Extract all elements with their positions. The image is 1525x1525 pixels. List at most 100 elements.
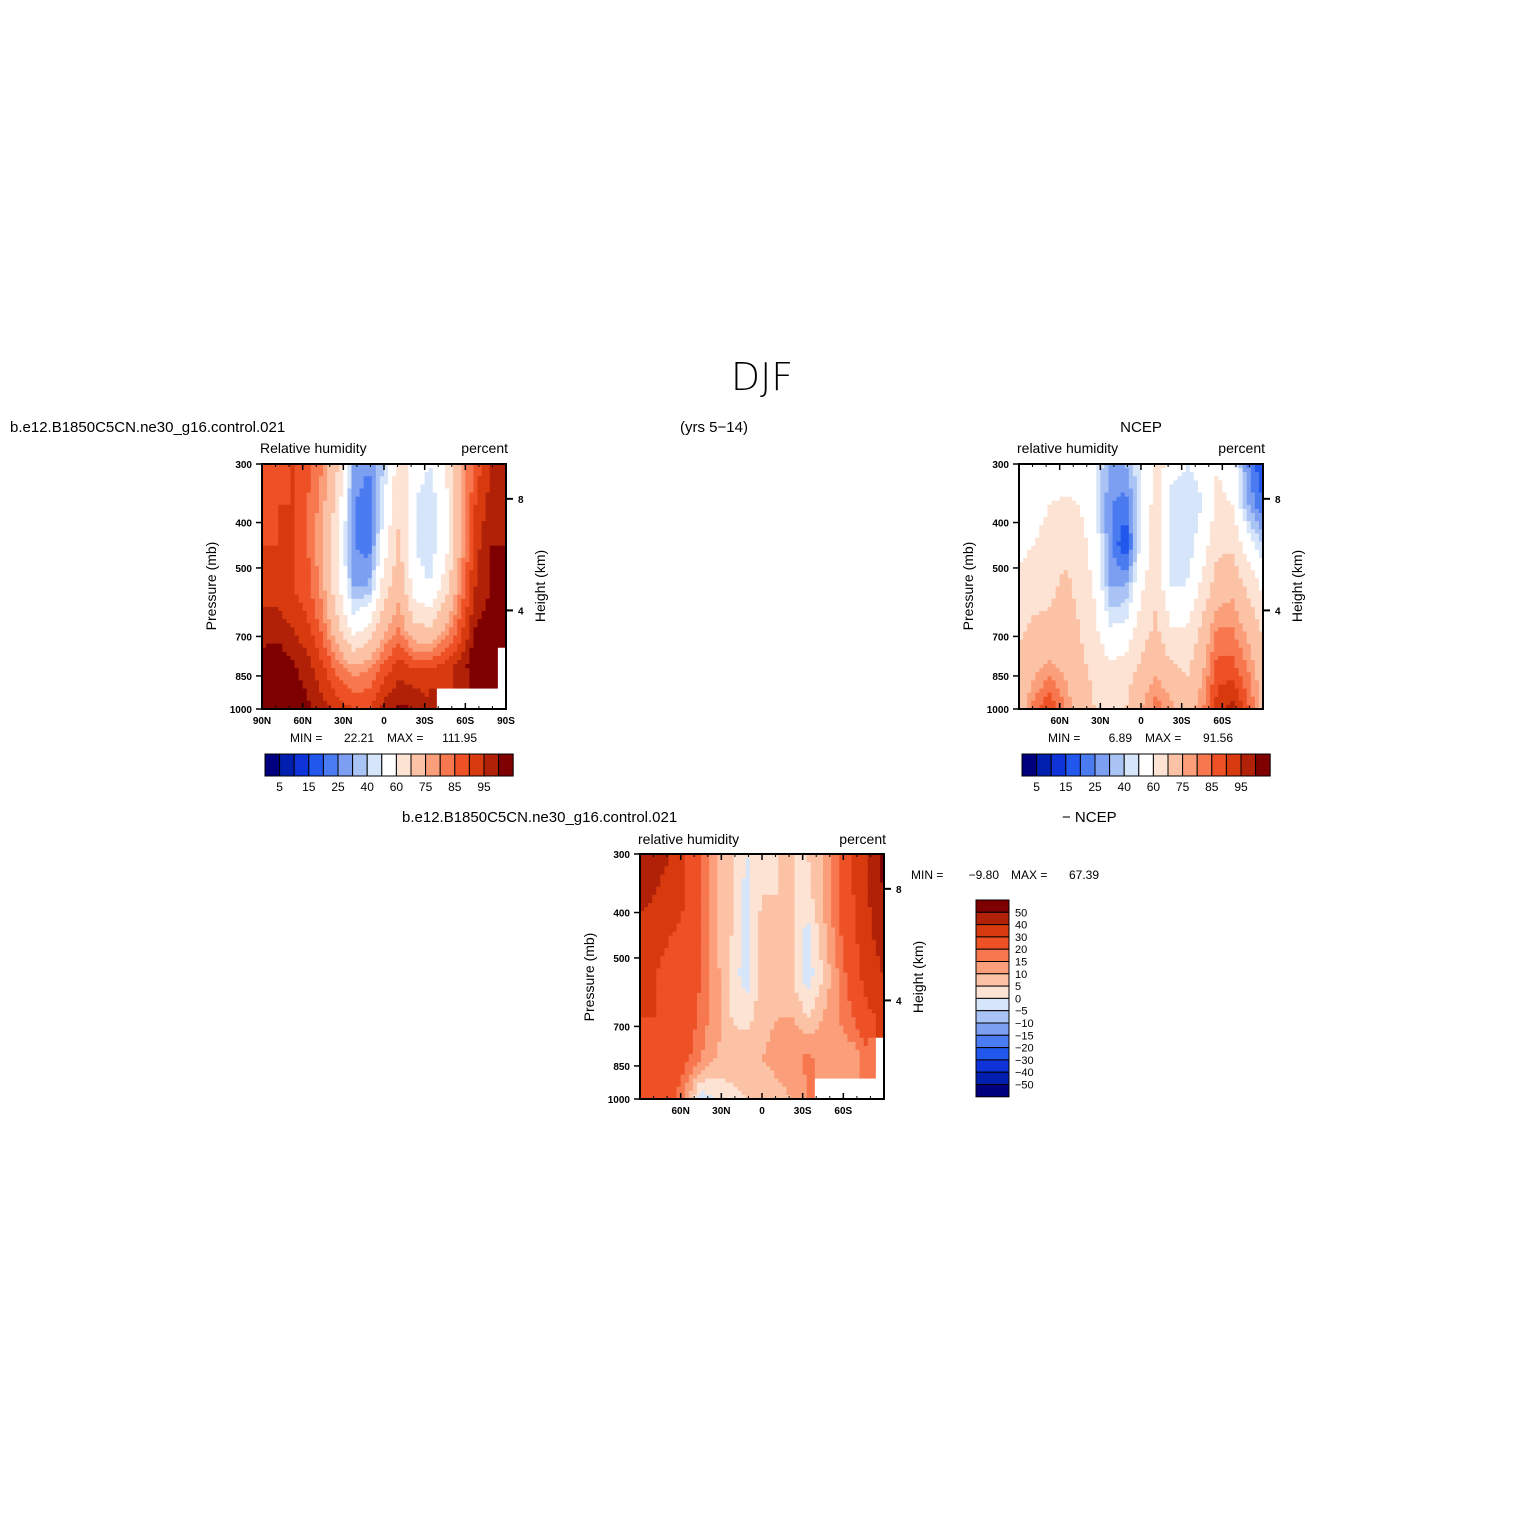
- heatmap-cell: [1169, 533, 1174, 538]
- heatmap-cell: [1027, 504, 1032, 510]
- heatmap-cell: [1132, 484, 1138, 489]
- heatmap-cell: [371, 533, 377, 538]
- heatmap-cell: [1181, 488, 1187, 493]
- heatmap-cell: [1197, 521, 1203, 526]
- heatmap-cell: [355, 598, 360, 604]
- heatmap-cell: [436, 680, 442, 685]
- heatmap-cell: [1157, 488, 1162, 493]
- heatmap-cell: [298, 533, 304, 538]
- heatmap-cell: [1063, 476, 1069, 481]
- heatmap-cell: [469, 578, 474, 583]
- heatmap-cell: [416, 484, 421, 489]
- heatmap-cell: [392, 590, 397, 596]
- heatmap-cell: [335, 488, 340, 493]
- heatmap-cell: [367, 643, 373, 649]
- heatmap-cell: [1023, 480, 1028, 485]
- heatmap-cell: [371, 586, 377, 591]
- heatmap-cell: [428, 680, 434, 685]
- heatmap-cell: [445, 688, 450, 694]
- heatmap-cell: [1189, 541, 1195, 547]
- heatmap-cell: [310, 480, 316, 485]
- heatmap-cell: [314, 508, 320, 514]
- heatmap-cell: [298, 639, 304, 645]
- heatmap-cell: [1234, 480, 1239, 485]
- heatmap-cell: [457, 553, 462, 559]
- heatmap-cell: [306, 672, 312, 677]
- heatmap-cell: [408, 549, 413, 555]
- heatmap-cell: [453, 692, 458, 698]
- heatmap-cell: [302, 635, 308, 640]
- heatmap-cell: [347, 529, 352, 534]
- heatmap-cell: [1242, 468, 1248, 473]
- heatmap-cell: [457, 696, 462, 702]
- heatmap-cell: [445, 700, 450, 706]
- heatmap-cell: [420, 529, 426, 534]
- heatmap-cell: [327, 586, 332, 591]
- heatmap-cell: [1104, 513, 1109, 518]
- heatmap-cell: [274, 541, 279, 547]
- heatmap-cell: [1185, 492, 1191, 498]
- heatmap-cell: [1023, 464, 1028, 469]
- heatmap-cell: [282, 639, 287, 645]
- heatmap-cell: [461, 521, 466, 526]
- heatmap-cell: [274, 549, 279, 555]
- heatmap-cell: [270, 468, 275, 473]
- heatmap-cell: [1185, 513, 1191, 518]
- heatmap-cell: [420, 668, 426, 673]
- heatmap-cell: [379, 472, 385, 477]
- heatmap-cell: [1169, 525, 1174, 530]
- heatmap-cell: [367, 664, 373, 669]
- heatmap-cell: [1108, 525, 1113, 530]
- heatmap-cell: [306, 602, 312, 608]
- heatmap-cell: [306, 615, 312, 620]
- heatmap-cell: [339, 492, 344, 498]
- heatmap-cell: [1161, 533, 1166, 538]
- heatmap-cell: [1039, 500, 1044, 506]
- heatmap-cell: [416, 611, 421, 616]
- heatmap-cell: [1132, 529, 1138, 534]
- heatmap-cell: [347, 594, 352, 600]
- heatmap-cell: [1019, 541, 1024, 547]
- heatmap-cell: [384, 504, 389, 510]
- heatmap-cell: [359, 517, 365, 522]
- heatmap-cell: [445, 472, 450, 477]
- heatmap-cell: [379, 570, 385, 575]
- heatmap-cell: [477, 692, 482, 698]
- heatmap-cell: [298, 627, 304, 632]
- heatmap-cell: [1173, 472, 1178, 477]
- heatmap-cell: [1088, 504, 1093, 510]
- heatmap-cell: [274, 582, 279, 587]
- heatmap-cell: [400, 615, 405, 620]
- heatmap-cell: [400, 549, 405, 555]
- heatmap-cell: [432, 529, 438, 534]
- heatmap-cell: [1084, 513, 1089, 518]
- heatmap-cell: [396, 500, 401, 506]
- heatmap-cell: [262, 676, 267, 681]
- heatmap-cell: [461, 602, 466, 608]
- heatmap-cell: [1075, 476, 1081, 481]
- heatmap-cell: [363, 484, 369, 489]
- heatmap-cell: [404, 566, 409, 571]
- heatmap-cell: [445, 627, 450, 632]
- heatmap-cell: [343, 615, 348, 620]
- heatmap-cell: [412, 611, 417, 616]
- heatmap-cell: [432, 676, 438, 681]
- heatmap-cell: [290, 635, 295, 640]
- heatmap-cell: [477, 488, 482, 493]
- heatmap-cell: [331, 521, 336, 526]
- heatmap-cell: [302, 521, 308, 526]
- heatmap-cell: [306, 598, 312, 604]
- heatmap-cell: [1088, 468, 1093, 473]
- heatmap-cell: [1258, 484, 1264, 489]
- heatmap-cell: [453, 476, 458, 481]
- heatmap-cell: [339, 500, 344, 506]
- heatmap-cell: [286, 611, 291, 616]
- heatmap-cell: [290, 643, 295, 649]
- heatmap-cell: [1206, 513, 1211, 518]
- heatmap-cell: [469, 643, 474, 649]
- heatmap-cell: [339, 578, 344, 583]
- heatmap-cell: [1035, 537, 1040, 542]
- heatmap-cell: [1092, 521, 1097, 526]
- heatmap-cell: [469, 606, 474, 612]
- heatmap-cell: [298, 664, 304, 669]
